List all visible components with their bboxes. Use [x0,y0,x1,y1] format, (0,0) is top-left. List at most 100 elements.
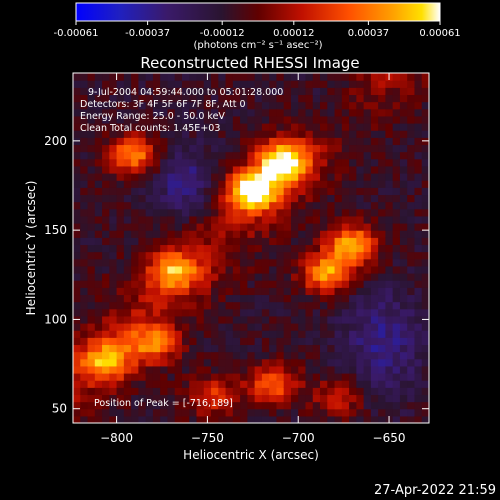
heatmap-cell [160,94,169,103]
heatmap-cell [203,137,212,146]
heatmap-cell [247,165,256,174]
heatmap-cell [218,73,227,81]
heatmap-cell [356,94,365,103]
heatmap-cell [73,280,81,288]
heatmap-cell [116,123,125,131]
heatmap-cell [160,365,169,374]
heatmap-cell [385,180,394,188]
heatmap-cell [261,158,270,167]
heatmap-cell [145,180,154,188]
heatmap-cell [152,380,161,388]
heatmap-cell [349,94,357,103]
heatmap-cell [392,365,401,374]
heatmap-cell [414,337,423,346]
heatmap-cell [211,151,219,160]
heatmap-cell [356,208,365,217]
heatmap-cell [167,151,176,160]
heatmap-cell [225,415,234,423]
heatmap-cell [334,294,343,303]
heatmap-cell [392,123,401,131]
heatmap-cell [203,258,212,267]
heatmap-cell [203,380,212,388]
heatmap-cell [290,408,299,417]
heatmap-cell [152,330,161,338]
heatmap-cell [247,180,256,188]
heatmap-cell [196,101,205,110]
heatmap-cell [181,108,190,117]
heatmap-cell [312,165,321,174]
heatmap-cell [312,187,321,196]
heatmap-cell [73,194,81,203]
heatmap-cell [145,73,154,81]
heatmap-cell [327,408,336,417]
heatmap-cell [189,108,198,117]
heatmap-cell [283,237,292,246]
heatmap-cell [102,130,110,138]
heatmap-cell [298,265,307,274]
heatmap-cell [225,73,234,81]
heatmap-cell [189,187,198,196]
heatmap-cell [109,287,118,296]
heatmap-cell [356,87,365,96]
heatmap-cell [290,201,299,210]
heatmap-cell [247,187,256,196]
heatmap-cell [407,230,416,238]
heatmap-cell [131,273,139,281]
heatmap-cell [80,294,89,303]
heatmap-cell [407,244,416,253]
heatmap-cell [261,80,270,88]
heatmap-cell [211,244,219,253]
heatmap-cell [211,230,219,238]
heatmap-cell [363,237,372,246]
heatmap-cell [298,315,307,324]
heatmap-cell [334,387,343,396]
heatmap-cell [349,108,357,117]
heatmap-cell [290,173,299,181]
y-tick-label: 100 [44,312,67,326]
heatmap-cell [341,194,350,203]
heatmap-cell [399,280,408,288]
heatmap-cell [211,201,219,210]
heatmap-cell [174,94,183,103]
heatmap-cell [305,308,314,317]
heatmap-cell [327,80,336,88]
heatmap-cell [152,408,161,417]
heatmap-cell [298,237,307,246]
heatmap-cell [160,87,169,96]
heatmap-cell [290,294,299,303]
heatmap-cell [378,201,387,210]
heatmap-cell [320,344,328,353]
heatmap-cell [87,394,96,403]
heatmap-cell [94,415,103,423]
heatmap-cell [225,144,234,153]
heatmap-cell [341,265,350,274]
heatmap-cell [414,108,423,117]
heatmap-cell [370,173,379,181]
heatmap-cell [73,115,81,124]
heatmap-cell [298,394,307,403]
heatmap-cell [181,351,190,360]
heatmap-cell [240,215,248,224]
heatmap-cell [392,323,401,331]
heatmap-cell [109,301,118,310]
heatmap-cell [349,223,357,231]
heatmap-cell [232,273,241,281]
heatmap-cell [211,380,219,388]
heatmap-cell [283,73,292,81]
heatmap-cell [370,73,379,81]
heatmap-cell [160,173,169,181]
heatmap-cell [370,94,379,103]
heatmap-cell [334,301,343,310]
heatmap-cell [109,358,118,367]
heatmap-cell [160,165,169,174]
heatmap-cell [225,251,234,260]
heatmap-cell [181,330,190,338]
heatmap-cell [102,101,110,110]
heatmap-cell [94,265,103,274]
heatmap-cell [189,323,198,331]
heatmap-cell [174,201,183,210]
heatmap-cell [102,365,110,374]
heatmap-cell [385,315,394,324]
heatmap-cell [167,380,176,388]
heatmap-cell [80,323,89,331]
